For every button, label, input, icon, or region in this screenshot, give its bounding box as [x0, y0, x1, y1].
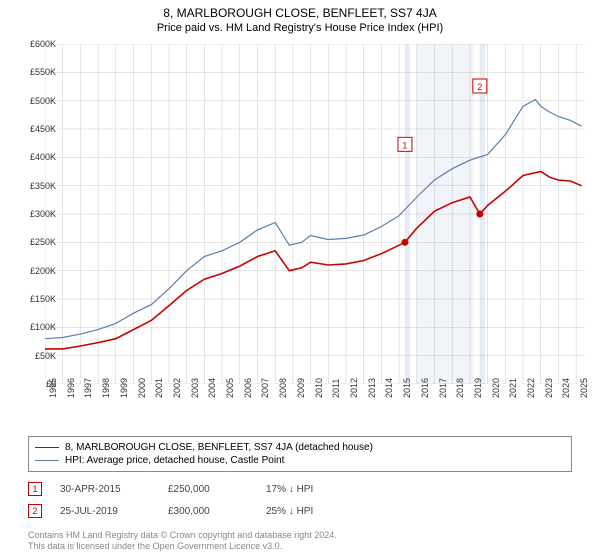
svg-text:2: 2: [477, 82, 482, 92]
marker-badge: 2: [28, 504, 42, 518]
x-axis-tick: 2024: [561, 378, 571, 398]
x-axis-tick: 1998: [101, 378, 111, 398]
chart-area: 12: [45, 44, 585, 384]
x-axis-tick: 2001: [154, 378, 164, 398]
legend-swatch-property: [35, 447, 59, 448]
x-axis-tick: 2005: [225, 378, 235, 398]
transaction-price: £250,000: [168, 484, 248, 495]
x-axis-tick: 2009: [296, 378, 306, 398]
y-axis-tick: £100K: [16, 322, 56, 332]
transaction-row: 1 30-APR-2015 £250,000 17% ↓ HPI: [28, 482, 313, 496]
marker-badge: 1: [28, 482, 42, 496]
y-axis-tick: £500K: [16, 96, 56, 106]
x-axis-tick: 2019: [473, 378, 483, 398]
transaction-row: 2 25-JUL-2019 £300,000 25% ↓ HPI: [28, 504, 313, 518]
disclaimer-line: This data is licensed under the Open Gov…: [28, 541, 337, 552]
x-axis-tick: 2015: [402, 378, 412, 398]
x-axis-tick: 2007: [260, 378, 270, 398]
x-axis-tick: 1995: [48, 378, 58, 398]
y-axis-tick: £150K: [16, 294, 56, 304]
page-subtitle: Price paid vs. HM Land Registry's House …: [0, 20, 600, 40]
y-axis-tick: £200K: [16, 266, 56, 276]
transaction-date: 30-APR-2015: [60, 484, 150, 495]
y-axis-tick: £600K: [16, 39, 56, 49]
x-axis-tick: 2025: [579, 378, 589, 398]
legend-box: 8, MARLBOROUGH CLOSE, BENFLEET, SS7 4JA …: [28, 436, 572, 472]
x-axis-tick: 1996: [66, 378, 76, 398]
y-axis-tick: £250K: [16, 237, 56, 247]
x-axis-tick: 2000: [137, 378, 147, 398]
legend-swatch-hpi: [35, 460, 59, 461]
transaction-date: 25-JUL-2019: [60, 506, 150, 517]
transaction-delta: 17% ↓ HPI: [266, 484, 313, 495]
x-axis-tick: 2023: [544, 378, 554, 398]
y-axis-tick: £350K: [16, 181, 56, 191]
legend-row: 8, MARLBOROUGH CLOSE, BENFLEET, SS7 4JA …: [35, 441, 565, 454]
x-axis-tick: 2022: [526, 378, 536, 398]
x-axis-tick: 2017: [438, 378, 448, 398]
x-axis-tick: 2021: [508, 378, 518, 398]
page-title: 8, MARLBOROUGH CLOSE, BENFLEET, SS7 4JA: [0, 0, 600, 20]
x-axis-tick: 2002: [172, 378, 182, 398]
disclaimer: Contains HM Land Registry data © Crown c…: [28, 530, 337, 553]
x-axis-tick: 2014: [384, 378, 394, 398]
legend-row: HPI: Average price, detached house, Cast…: [35, 454, 565, 467]
x-axis-tick: 2011: [331, 379, 341, 398]
disclaimer-line: Contains HM Land Registry data © Crown c…: [28, 530, 337, 541]
y-axis-tick: £300K: [16, 209, 56, 219]
y-axis-tick: £550K: [16, 67, 56, 77]
transaction-price: £300,000: [168, 506, 248, 517]
x-axis-tick: 2003: [190, 378, 200, 398]
y-axis-tick: £400K: [16, 152, 56, 162]
y-axis-tick: £50K: [16, 351, 56, 361]
legend-label: 8, MARLBOROUGH CLOSE, BENFLEET, SS7 4JA …: [65, 442, 373, 453]
x-axis-tick: 2013: [367, 378, 377, 398]
transaction-delta: 25% ↓ HPI: [266, 506, 313, 517]
x-axis-tick: 2018: [455, 378, 465, 398]
x-axis-tick: 2016: [420, 378, 430, 398]
y-axis-tick: £450K: [16, 124, 56, 134]
x-axis-tick: 2010: [314, 378, 324, 398]
x-axis-tick: 1997: [83, 378, 93, 398]
legend-label: HPI: Average price, detached house, Cast…: [65, 455, 284, 466]
x-axis-tick: 1999: [119, 378, 129, 398]
x-axis-tick: 2008: [278, 378, 288, 398]
x-axis-tick: 2012: [349, 378, 359, 398]
x-axis-tick: 2020: [491, 378, 501, 398]
x-axis-tick: 2004: [207, 378, 217, 398]
svg-text:1: 1: [402, 140, 407, 150]
x-axis-tick: 2006: [243, 378, 253, 398]
chart-svg: 12: [45, 44, 585, 384]
